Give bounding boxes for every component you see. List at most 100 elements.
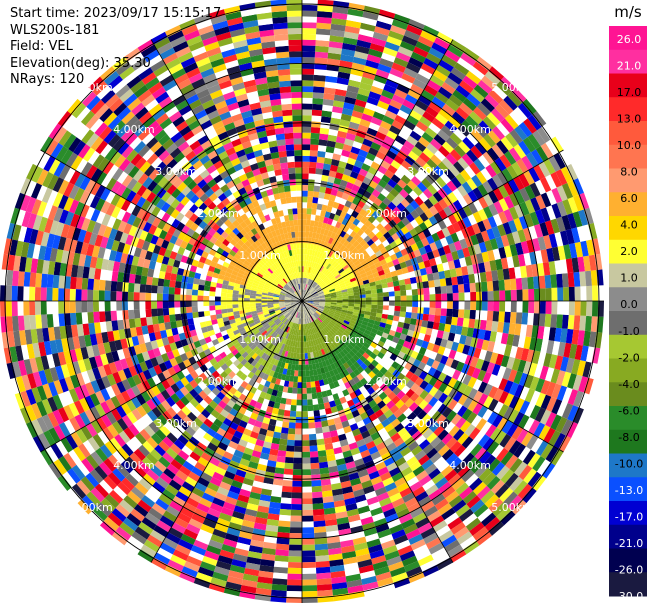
- velocity-gate: [272, 110, 283, 118]
- velocity-gate: [446, 285, 453, 294]
- velocity-gate: [498, 184, 509, 199]
- velocity-gate: [241, 178, 251, 188]
- velocity-gate: [429, 257, 437, 267]
- velocity-gate: [310, 243, 315, 250]
- velocity-gate: [319, 265, 325, 272]
- velocity-gate: [333, 262, 339, 269]
- velocity-gate: [288, 51, 302, 58]
- velocity-gate: [429, 169, 441, 181]
- velocity-gate: [440, 124, 454, 137]
- velocity-gate: [321, 234, 327, 242]
- velocity-gate: [506, 256, 515, 269]
- velocity-gate: [353, 260, 361, 267]
- velocity-gate: [356, 253, 364, 261]
- velocity-gate: [362, 279, 370, 285]
- velocity-gate: [553, 152, 566, 170]
- velocity-gate: [329, 275, 335, 281]
- velocity-gate: [212, 20, 229, 31]
- velocity-gate: [314, 263, 319, 270]
- velocity-gate: [506, 232, 516, 246]
- velocity-gate: [343, 168, 352, 177]
- velocity-gate: [481, 281, 488, 292]
- velocity-gate: [478, 262, 486, 273]
- velocity-gate: [466, 149, 479, 163]
- velocity-gate: [252, 113, 264, 122]
- velocity-gate: [351, 283, 359, 288]
- velocity-gate: [457, 196, 468, 209]
- velocity-gate: [292, 266, 296, 273]
- velocity-gate: [331, 238, 337, 246]
- velocity-gate: [247, 157, 258, 166]
- velocity-gate: [317, 5, 333, 13]
- velocity-gate: [317, 150, 326, 158]
- velocity-gate: [421, 131, 434, 144]
- velocity-gate: [257, 17, 273, 26]
- velocity-gate: [258, 94, 271, 103]
- velocity-gate: [329, 266, 335, 273]
- velocity-gate: [250, 181, 259, 190]
- velocity-gate: [256, 83, 269, 91]
- velocity-gate: [333, 147, 343, 156]
- velocity-gate: [435, 64, 451, 77]
- velocity-gate: [462, 216, 472, 228]
- velocity-gate: [431, 180, 442, 192]
- velocity-gate: [224, 59, 239, 70]
- velocity-gate: [558, 150, 572, 167]
- velocity-gate: [455, 173, 467, 185]
- velocity-gate: [302, 254, 305, 261]
- velocity-gate: [419, 267, 427, 276]
- velocity-gate: [325, 146, 335, 154]
- velocity-gate: [326, 230, 333, 238]
- velocity-gate: [350, 115, 362, 125]
- velocity-gate: [305, 225, 310, 232]
- velocity-gate: [556, 201, 568, 217]
- velocity-gate: [386, 260, 395, 268]
- velocity-gate: [273, 211, 280, 219]
- velocity-gate: [351, 165, 362, 174]
- velocity-gate: [336, 190, 344, 198]
- velocity-gate: [543, 234, 552, 250]
- velocity-gate: [251, 200, 260, 208]
- velocity-gate: [325, 249, 332, 256]
- velocity-gate: [424, 244, 433, 254]
- velocity-gate: [309, 150, 318, 157]
- velocity-gate: [292, 255, 296, 262]
- velocity-gate: [236, 168, 246, 177]
- velocity-gate: [286, 269, 291, 276]
- velocity-gate: [405, 283, 412, 291]
- velocity-gate: [339, 284, 347, 289]
- velocity-gate: [366, 96, 380, 106]
- velocity-gate: [276, 204, 283, 212]
- velocity-gate: [261, 208, 269, 217]
- velocity-gate: [412, 104, 426, 116]
- velocity-gate: [271, 5, 287, 13]
- velocity-gate: [539, 288, 546, 301]
- velocity-gate: [305, 291, 309, 297]
- velocity-gate: [396, 202, 406, 212]
- velocity-gate: [491, 226, 501, 239]
- velocity-gate: [259, 216, 267, 224]
- velocity-gate: [544, 274, 552, 289]
- velocity-gate: [325, 69, 339, 78]
- velocity-gate: [469, 282, 476, 293]
- velocity-gate: [313, 269, 318, 276]
- velocity-gate: [557, 245, 566, 261]
- velocity-gate: [289, 280, 294, 287]
- velocity-gate: [302, 289, 304, 296]
- velocity-gate: [358, 168, 368, 177]
- velocity-gate: [227, 102, 240, 112]
- velocity-gate: [191, 78, 206, 89]
- velocity-gate: [279, 215, 286, 223]
- velocity-gate: [335, 290, 342, 294]
- velocity-gate: [193, 83, 208, 95]
- velocity-gate: [533, 276, 540, 289]
- velocity-gate: [341, 192, 350, 201]
- velocity-gate: [313, 80, 326, 88]
- velocity-gate: [336, 266, 343, 272]
- velocity-gate: [408, 270, 416, 279]
- velocity-gate: [441, 81, 456, 95]
- velocity-gate: [394, 114, 407, 125]
- velocity-gate: [186, 35, 203, 47]
- velocity-gate: [402, 253, 411, 262]
- velocity-gate: [223, 161, 234, 171]
